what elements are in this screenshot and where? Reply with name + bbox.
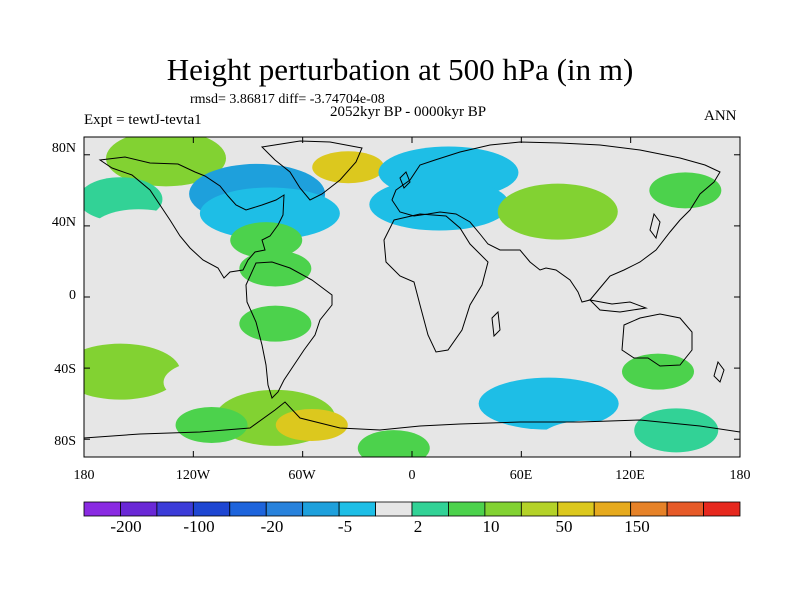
x-label-120w: 120W [175, 468, 211, 483]
x-label-180e: 180 [729, 468, 751, 483]
axis-ticks [83, 137, 741, 457]
colorbar-segment-14 [593, 501, 632, 517]
colorbar-label-minus200: -200 [110, 517, 142, 536]
anomaly-region-12 [649, 172, 722, 209]
y-label-eq: 0 [69, 288, 76, 303]
colorbar-segment-15 [630, 501, 668, 517]
anomaly-region-13 [628, 221, 725, 266]
colorbar-segment-8 [375, 501, 413, 517]
coastlines [84, 140, 740, 439]
colorbar-segment-16 [666, 501, 704, 517]
x-label-60e: 60E [509, 468, 533, 483]
experiment-label: Expt = tewtJ-tevta1 [84, 112, 202, 128]
anomaly-region-5 [312, 151, 385, 184]
colorbar-segment-9 [411, 501, 449, 517]
anomaly-region-10 [369, 178, 510, 231]
anomaly-region-0 [106, 137, 226, 187]
colorbar-segment-12 [520, 501, 559, 517]
anomaly-region-21 [537, 420, 634, 457]
colorbar-label-50: 50 [555, 517, 573, 536]
colorbar-segment-11 [484, 501, 522, 517]
x-label-0: 0 [408, 468, 416, 483]
map-title: Height perturbation at 500 hPa (in m) [166, 52, 634, 87]
anomaly-region-4 [199, 187, 340, 240]
y-label-80n: 80N [51, 141, 76, 156]
season-label: ANN [704, 108, 737, 124]
colorbar-label-10: 10 [482, 517, 500, 536]
colorbar-segment-6 [302, 501, 340, 517]
coast-south-america [245, 261, 333, 399]
colorbar-segment-17 [703, 501, 741, 517]
colorbar-segment-10 [448, 501, 486, 517]
colorbar-label-2: 2 [413, 517, 423, 536]
time-period: 2052kyr BP - 0000kyr BP [329, 104, 487, 120]
coast-indonesia [588, 299, 648, 313]
colorbar-segment-4 [229, 501, 267, 517]
colorbar-segment-2 [156, 501, 194, 517]
colorbar-segment-5 [265, 501, 304, 517]
anomaly-region-22 [622, 353, 694, 390]
anomaly-region-15 [163, 360, 260, 405]
coast-new-zealand [713, 360, 725, 383]
colorbar-segment-7 [338, 501, 376, 517]
coast-greenland [260, 140, 363, 201]
anomaly-region-24 [239, 305, 312, 342]
colorbar-segment-1 [120, 501, 158, 517]
x-label-180w: 180 [73, 468, 95, 483]
y-label-40n: 40N [51, 215, 76, 230]
anomaly-region-6 [230, 222, 303, 259]
anomaly-region-25 [357, 430, 430, 457]
rmsd-stats: rmsd= 3.86817 diff= -3.74704e-08 [190, 92, 385, 107]
colorbar-label-150: 150 [624, 517, 650, 536]
anomaly-region-2 [90, 209, 187, 254]
anomaly-region-11 [497, 183, 618, 240]
anomaly-region-14 [84, 343, 181, 400]
anomaly-region-7 [239, 250, 312, 287]
coast-australia [621, 313, 693, 367]
colorbar-segment-3 [192, 501, 231, 517]
coast-japan [649, 212, 661, 240]
coast-africa [383, 213, 489, 353]
anomaly-region-23 [634, 408, 719, 453]
anomaly-region-17 [275, 409, 348, 441]
anomaly-region-18 [175, 407, 248, 443]
x-label-120e: 120E [615, 468, 645, 483]
coast-uk [399, 171, 411, 189]
colorbar-label-minus5: -5 [337, 517, 353, 536]
x-label-60w: 60W [288, 468, 316, 483]
colorbar-label-minus20: -20 [260, 517, 284, 536]
coast-antarctica [84, 401, 740, 439]
colorbar-label-minus100: -100 [183, 517, 215, 536]
y-label-80s: 80S [54, 434, 76, 449]
colorbar-segment-13 [557, 501, 595, 517]
colorbar-segment-0 [83, 501, 121, 517]
coast-eurasia [391, 141, 721, 303]
y-label-40s: 40S [54, 362, 76, 377]
colorbar [83, 501, 741, 517]
coast-north-america [98, 156, 285, 279]
anomaly-region-20 [478, 377, 619, 430]
coast-madagascar [491, 310, 501, 338]
